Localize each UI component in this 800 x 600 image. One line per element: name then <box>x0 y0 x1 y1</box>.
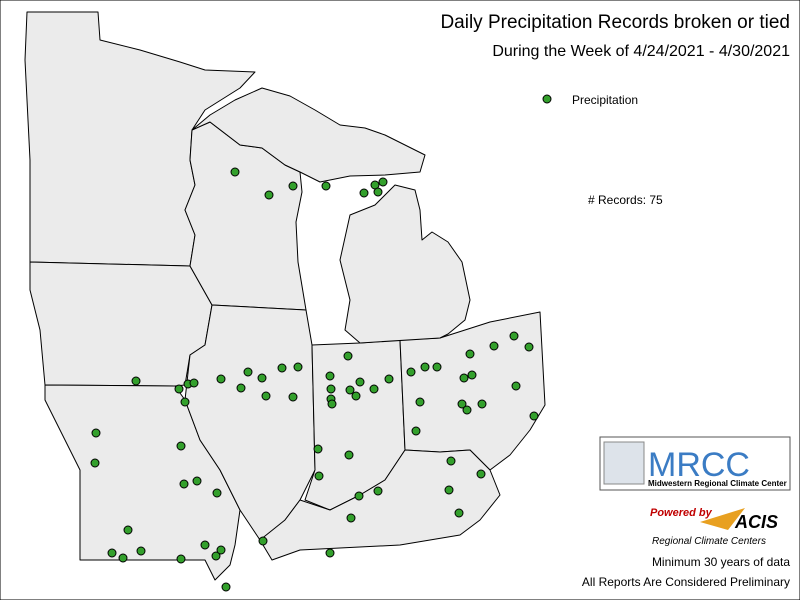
record-dot <box>288 181 298 191</box>
record-dot <box>351 391 361 401</box>
record-dot <box>415 397 425 407</box>
kentucky <box>259 449 501 561</box>
record-dot <box>176 441 186 451</box>
record-dot <box>432 362 442 372</box>
legend-dot <box>542 94 552 104</box>
record-dot <box>107 548 117 558</box>
record-dot <box>180 397 190 407</box>
footer-note: All Reports Are Considered Preliminary <box>582 575 790 589</box>
record-dot <box>325 548 335 558</box>
michigan-lp <box>339 184 471 344</box>
record-dot <box>345 385 355 395</box>
record-dot <box>384 374 394 384</box>
record-dot <box>420 362 430 372</box>
record-dot <box>476 469 486 479</box>
record-dot <box>465 349 475 359</box>
subtitle: During the Week of 4/24/2021 - 4/30/2021 <box>492 43 790 60</box>
record-dot <box>477 399 487 409</box>
record-dot <box>326 384 336 394</box>
record-dot <box>136 546 146 556</box>
record-dot <box>457 399 467 409</box>
record-dot <box>346 513 356 523</box>
record-dot <box>354 491 364 501</box>
acis-logo: Powered by ACIS Regional Climate Centers <box>650 507 778 547</box>
iowa <box>29 261 213 387</box>
record-dot <box>355 377 365 387</box>
record-dot <box>369 384 379 394</box>
record-dot <box>216 374 226 384</box>
record-dot <box>179 479 189 489</box>
record-dot <box>123 525 133 535</box>
record-dot <box>314 471 324 481</box>
record-dot <box>192 476 202 486</box>
record-dot <box>509 331 519 341</box>
acis-name: Regional Climate Centers <box>652 536 766 547</box>
record-dot <box>325 371 335 381</box>
title: Daily Precipitation Records broken or ti… <box>440 12 790 33</box>
record-count: # Records: 75 <box>588 193 663 207</box>
record-dot <box>176 554 186 564</box>
states <box>24 11 546 581</box>
record-dot <box>444 485 454 495</box>
record-dot <box>230 167 240 177</box>
record-dots <box>90 167 539 592</box>
record-dot <box>118 553 128 563</box>
footer-note: Minimum 30 years of data <box>652 555 790 569</box>
record-dot <box>411 426 421 436</box>
record-dot <box>489 341 499 351</box>
record-dot <box>200 540 210 550</box>
mrcc-text: MRCC <box>648 446 750 484</box>
record-dot <box>524 342 534 352</box>
record-dot <box>327 399 337 409</box>
record-dot <box>189 378 199 388</box>
record-dot <box>459 373 469 383</box>
record-dot <box>406 367 416 377</box>
record-dot <box>211 551 221 561</box>
record-dot <box>212 488 222 498</box>
record-dot <box>511 381 521 391</box>
record-dot <box>236 383 246 393</box>
record-dot <box>454 508 464 518</box>
record-dot <box>91 428 101 438</box>
record-dot <box>277 363 287 373</box>
record-dot <box>373 486 383 496</box>
mrcc-name: Midwestern Regional Climate Center <box>648 479 787 488</box>
acis-swoosh <box>700 508 745 530</box>
mrcc-logo: MRCC Midwestern Regional Climate Center <box>599 436 791 491</box>
record-dot <box>446 456 456 466</box>
mrcc-map-icon <box>603 441 645 485</box>
record-dot <box>258 536 268 546</box>
powered-by: Powered by <box>650 507 713 519</box>
record-dot <box>467 370 477 380</box>
acis-text: ACIS <box>734 512 778 532</box>
record-dot <box>261 391 271 401</box>
record-dot <box>221 582 231 592</box>
record-dot <box>288 392 298 402</box>
record-dot <box>293 362 303 372</box>
record-dot <box>257 373 267 383</box>
record-dot <box>529 411 539 421</box>
record-dot <box>131 376 141 386</box>
record-dot <box>264 190 274 200</box>
record-dot <box>90 458 100 468</box>
record-dot <box>313 444 323 454</box>
record-dot <box>243 367 253 377</box>
record-dot <box>462 405 472 415</box>
record-dot <box>216 545 226 555</box>
record-dot <box>378 177 388 187</box>
record-dot <box>174 384 184 394</box>
record-dot <box>343 351 353 361</box>
record-dot <box>373 187 383 197</box>
michigan-up <box>191 87 426 183</box>
record-dot <box>359 188 369 198</box>
record-dot <box>344 450 354 460</box>
record-dot <box>321 181 331 191</box>
legend-label: Precipitation <box>572 93 638 107</box>
